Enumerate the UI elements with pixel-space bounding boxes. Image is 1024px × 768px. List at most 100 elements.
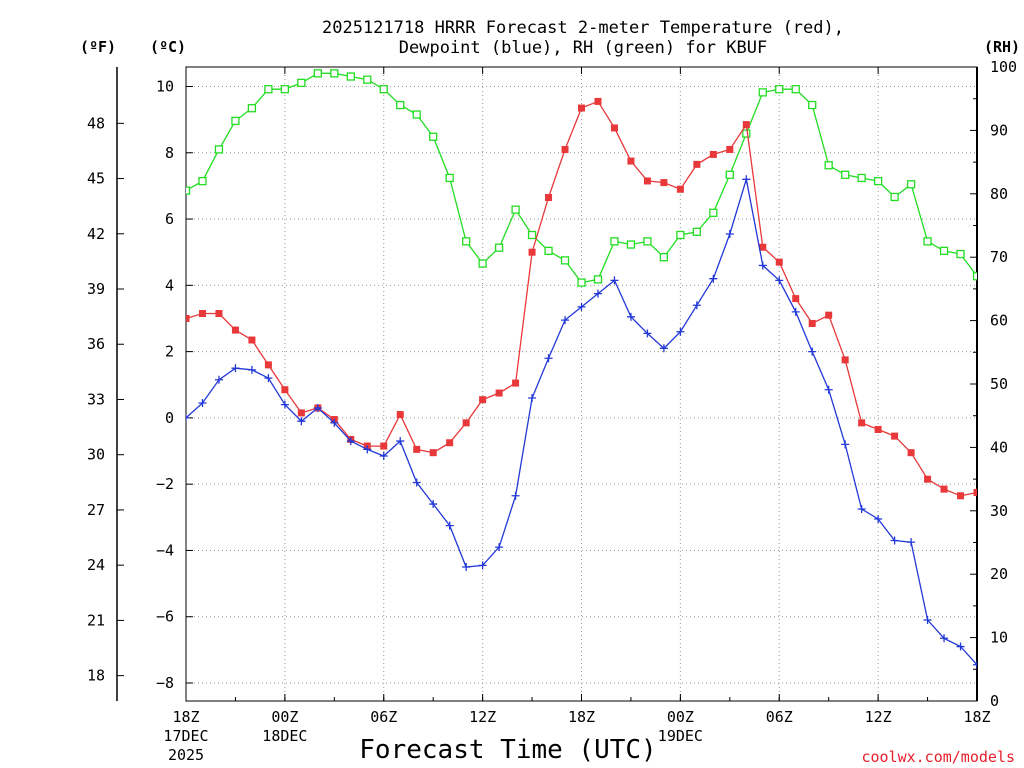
dewpoint-point <box>923 616 932 625</box>
dewpoint-point <box>280 400 289 409</box>
rh-point <box>313 69 322 78</box>
rh-point <box>873 176 883 186</box>
dewpoint-point <box>264 374 273 383</box>
temperature-point <box>858 419 866 427</box>
x-tick-label: 12Z <box>469 708 496 726</box>
dewpoint-point <box>412 478 421 487</box>
credit-text: coolwx.com/models <box>861 748 1015 766</box>
temperature-point <box>396 411 404 419</box>
dewpoint-point <box>709 274 718 283</box>
temperature-point <box>676 185 684 193</box>
series-rh <box>186 69 977 287</box>
rh-point <box>890 192 899 202</box>
temperature-point <box>924 475 932 483</box>
dewpoint-point <box>297 417 306 426</box>
temperature-point <box>429 449 437 457</box>
rh-tick-label: 10 <box>990 629 1008 647</box>
temperature-point <box>940 485 948 493</box>
temperature-point <box>264 361 272 369</box>
rh-point <box>824 161 833 170</box>
temperature-point <box>413 445 421 453</box>
rh-point <box>280 85 290 94</box>
celsius-tick-label: −8 <box>156 674 174 692</box>
dewpoint-point <box>890 536 899 545</box>
dewpoint-point <box>528 394 537 403</box>
rh-point <box>939 246 949 256</box>
dewpoint-point <box>973 660 977 669</box>
temperature-point <box>841 356 849 364</box>
rh-point <box>412 110 421 119</box>
x-tick-date-label: 17DEC <box>163 727 208 745</box>
temperature-point <box>545 194 553 202</box>
rh-point <box>643 237 652 246</box>
celsius-unit-label: (ºC) <box>150 38 186 56</box>
temperature-point <box>495 389 503 397</box>
temperature-line <box>186 100 977 497</box>
dewpoint-point <box>330 418 339 427</box>
temperature-point <box>248 336 256 344</box>
rh-point <box>445 173 454 183</box>
temperature-point <box>297 409 305 417</box>
dewpoint-point <box>956 642 965 651</box>
dewpoint-point <box>214 375 223 384</box>
temperature-point <box>627 157 635 165</box>
dewpoint-point <box>808 347 817 356</box>
temperature-point <box>281 386 289 394</box>
x-tick-date-label: 18DEC <box>262 727 307 745</box>
dewpoint-point <box>462 563 471 572</box>
dewpoint-point <box>775 276 784 285</box>
rh-point <box>577 278 586 287</box>
rh-point <box>775 85 784 94</box>
x-tick-date-label: 19DEC <box>658 727 703 745</box>
dewpoint-point <box>742 175 751 184</box>
dewpoint-point <box>874 514 883 523</box>
temperature-point <box>709 150 717 158</box>
temperature-point <box>479 396 487 404</box>
dewpoint-point <box>791 307 800 316</box>
dewpoint-point <box>313 403 322 412</box>
rh-point <box>709 208 718 217</box>
temperature-point <box>231 326 239 334</box>
dewpoint-point <box>544 354 553 363</box>
rh-point <box>527 230 537 240</box>
grid-lines <box>186 67 977 701</box>
dewpoint-point <box>758 261 767 270</box>
rh-point <box>692 227 702 236</box>
rh-point <box>363 75 372 84</box>
dewpoint-point <box>231 364 240 373</box>
temperature-point <box>973 488 977 496</box>
temperature-point <box>759 243 767 251</box>
fahrenheit-tick-label: 18 <box>87 667 105 685</box>
rh-point <box>972 272 977 281</box>
celsius-tick-label: 4 <box>165 276 174 294</box>
temperature-point <box>643 177 651 185</box>
rh-unit-label: (RH) <box>984 38 1020 56</box>
fahrenheit-tick-label: 36 <box>87 335 105 353</box>
dewpoint-point <box>445 521 454 530</box>
rh-tick-label: 70 <box>990 248 1008 266</box>
rh-point <box>808 100 817 110</box>
rh-point <box>297 78 306 87</box>
rh-point <box>659 253 669 262</box>
fahrenheit-tick-label: 27 <box>87 501 105 519</box>
temperature-point <box>462 419 470 427</box>
x-tick-label: 00Z <box>667 708 694 726</box>
temperature-point <box>578 104 585 112</box>
rh-tick-label: 60 <box>990 312 1008 330</box>
dewpoint-point <box>346 437 355 446</box>
x-tick-label: 18Z <box>172 708 199 726</box>
temperature-point <box>825 311 833 319</box>
temperature-point <box>891 432 899 440</box>
temperature-point <box>512 379 520 387</box>
rh-point <box>610 237 619 246</box>
rh-point <box>742 129 751 138</box>
rh-point <box>544 246 553 256</box>
rh-point <box>676 230 685 240</box>
x-tick-label: 06Z <box>766 708 793 726</box>
rh-point <box>841 170 850 179</box>
rh-point <box>186 186 191 195</box>
dewpoint-point <box>857 505 866 514</box>
temperature-point <box>726 145 734 153</box>
temperature-point <box>198 310 206 318</box>
